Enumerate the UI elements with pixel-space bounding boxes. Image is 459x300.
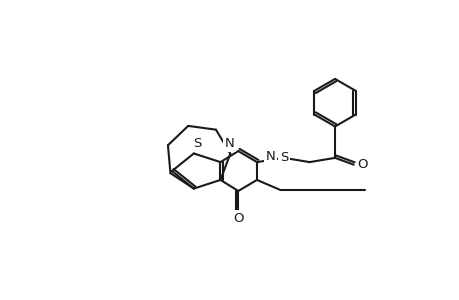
Text: O: O [233, 212, 243, 225]
Text: N: N [224, 137, 234, 150]
Text: S: S [280, 152, 288, 164]
Text: N: N [265, 150, 275, 163]
Text: S: S [193, 137, 202, 150]
Text: O: O [356, 158, 367, 171]
